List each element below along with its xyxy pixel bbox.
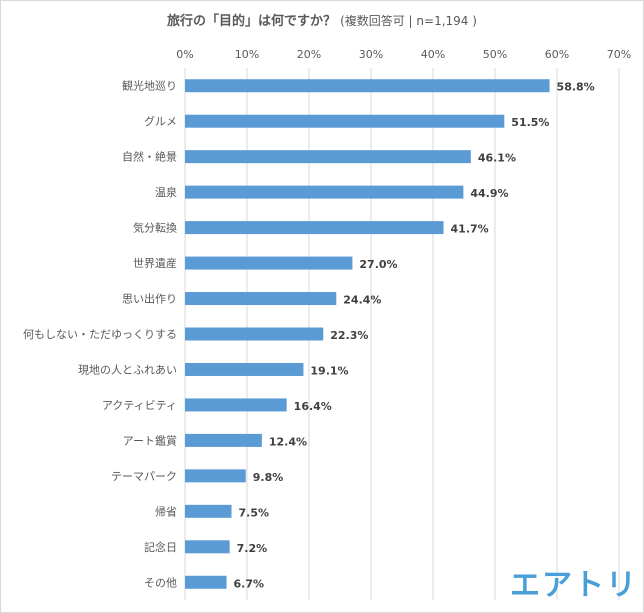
bar <box>185 150 471 164</box>
chart-title: 旅行の「目的」は何ですか？ <box>167 14 337 29</box>
bar <box>185 221 444 235</box>
data-label: 19.1% <box>310 364 348 377</box>
category-label: 何もしない・ただゆっくりする <box>23 328 177 341</box>
category-labels: 観光地巡りグルメ自然・絶景温泉気分転換世界遺産思い出作り何もしない・ただゆっくり… <box>23 79 177 590</box>
data-label: 16.4% <box>294 400 332 413</box>
x-tick-label: 10% <box>235 48 259 61</box>
bar <box>185 504 232 518</box>
data-label: 7.2% <box>237 542 268 555</box>
x-tick-label: 20% <box>297 48 321 61</box>
data-label: 44.9% <box>470 187 508 200</box>
category-label: 世界遺産 <box>133 256 177 270</box>
data-label: 46.1% <box>478 152 516 165</box>
x-tick-label: 30% <box>359 48 383 61</box>
bar <box>185 469 246 483</box>
bar <box>185 185 464 199</box>
x-tick-label: 60% <box>545 48 569 61</box>
category-label: 観光地巡り <box>122 79 177 93</box>
data-label: 24.4% <box>343 294 381 307</box>
data-label: 41.7% <box>451 223 489 236</box>
bar <box>185 79 550 93</box>
category-label: テーマパーク <box>111 470 177 483</box>
category-label: 現地の人とふれあい <box>78 363 177 376</box>
category-label: アクティビティ <box>102 399 177 412</box>
bar <box>185 575 227 589</box>
data-label: 9.8% <box>253 471 284 484</box>
x-tick-label: 0% <box>176 48 193 61</box>
x-axis-ticks: 0% 10% 20% 30% 40% 50% 60% 70% <box>176 48 631 61</box>
bar <box>185 256 353 270</box>
bars <box>185 79 550 589</box>
category-label: 記念日 <box>144 540 177 554</box>
x-tick-label: 50% <box>483 48 507 61</box>
data-label: 51.5% <box>511 116 549 129</box>
bar <box>185 292 337 306</box>
bar <box>185 540 230 554</box>
category-label: グルメ <box>144 114 177 128</box>
data-labels: 58.8% 51.5% 46.1% 44.9% 41.7% 27.0% 24.4% 22.3%… <box>234 81 595 591</box>
chart-title-block: 旅行の「目的」は何ですか？ (複数回答可 | n=1,194 ) <box>0 10 644 29</box>
data-label: 6.7% <box>234 577 265 590</box>
airtrip-logo: エアトリ <box>510 568 638 603</box>
category-label: 温泉 <box>155 185 177 199</box>
x-tick-label: 40% <box>421 48 445 61</box>
category-label: 自然・絶景 <box>122 150 177 164</box>
bar <box>185 362 304 376</box>
x-tick-label: 70% <box>607 48 631 61</box>
category-label: アート鑑賞 <box>123 433 177 447</box>
bar <box>185 398 287 412</box>
data-label: 22.3% <box>330 329 368 342</box>
chart-subtitle: (複数回答可 | n=1,194 ) <box>340 14 477 28</box>
data-label: 27.0% <box>359 258 397 271</box>
bar <box>185 327 324 341</box>
data-label: 58.8% <box>557 81 595 94</box>
category-label: その他 <box>144 576 177 589</box>
bar <box>185 114 505 128</box>
category-label: 帰省 <box>155 505 177 518</box>
bar <box>185 433 262 447</box>
data-label: 7.5% <box>239 506 270 519</box>
category-label: 思い出作り <box>122 292 177 306</box>
category-label: 気分転換 <box>133 221 177 235</box>
data-label: 12.4% <box>269 435 307 448</box>
